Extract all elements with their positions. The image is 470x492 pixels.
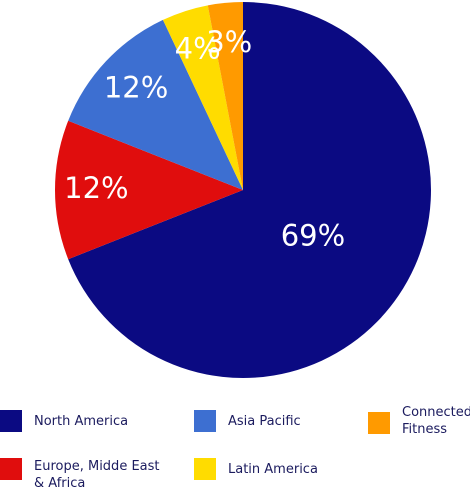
legend-label: Connected Fitness	[402, 405, 470, 437]
legend-item: North America	[0, 410, 184, 432]
pie-slice	[68, 2, 431, 378]
data-label: 4%	[175, 32, 221, 66]
legend-swatch	[0, 410, 22, 432]
pie-slice	[68, 19, 243, 190]
legend-label: North America	[34, 414, 129, 429]
data-label: 12%	[64, 171, 128, 205]
legend-swatch	[368, 412, 390, 434]
legend-swatch	[194, 410, 216, 432]
chart: 69%12%12%4%3%	[55, 2, 431, 378]
legend-swatch	[0, 458, 22, 480]
legend-item: Latin America	[194, 458, 358, 480]
data-label: 12%	[104, 71, 168, 105]
legend-item: Europe, Midde East & Africa	[0, 458, 164, 492]
legend-swatch	[194, 458, 216, 480]
legend-label: Latin America	[228, 462, 318, 477]
data-label: 3%	[206, 25, 252, 59]
data-label: 69%	[281, 219, 345, 253]
pie-slice	[55, 120, 244, 260]
legend-item: Asia Pacific	[194, 410, 358, 432]
legend-label: Europe, Midde East & Africa	[34, 459, 160, 491]
pie-slice	[162, 5, 243, 190]
legend-item: Connected Fitness	[368, 404, 470, 438]
pie-slice	[207, 2, 243, 190]
legend-label: Asia Pacific	[228, 414, 301, 429]
